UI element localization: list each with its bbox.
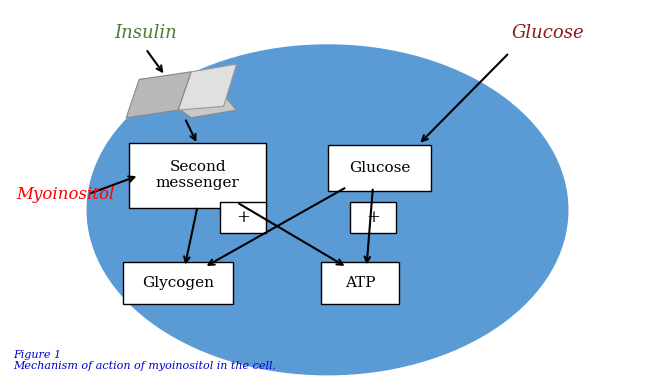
Polygon shape: [178, 64, 236, 110]
FancyBboxPatch shape: [130, 143, 266, 208]
Text: +: +: [236, 209, 250, 226]
Text: Myoinositol: Myoinositol: [16, 186, 114, 203]
Text: Second
messenger: Second messenger: [156, 160, 240, 191]
Text: Glycogen: Glycogen: [142, 276, 214, 290]
Text: ATP: ATP: [345, 276, 375, 290]
Text: Figure 1: Figure 1: [13, 350, 61, 360]
Text: Insulin: Insulin: [114, 25, 177, 42]
Polygon shape: [139, 72, 236, 118]
FancyBboxPatch shape: [321, 262, 399, 304]
Text: Mechanism of action of myoinositol in the cell.: Mechanism of action of myoinositol in th…: [13, 361, 276, 371]
FancyBboxPatch shape: [220, 202, 266, 233]
Text: Glucose: Glucose: [348, 161, 410, 175]
Text: +: +: [366, 209, 380, 226]
FancyBboxPatch shape: [328, 145, 432, 191]
Polygon shape: [126, 72, 191, 118]
FancyBboxPatch shape: [123, 262, 233, 304]
FancyBboxPatch shape: [350, 202, 396, 233]
Ellipse shape: [87, 45, 568, 375]
Text: Glucose: Glucose: [512, 25, 585, 42]
